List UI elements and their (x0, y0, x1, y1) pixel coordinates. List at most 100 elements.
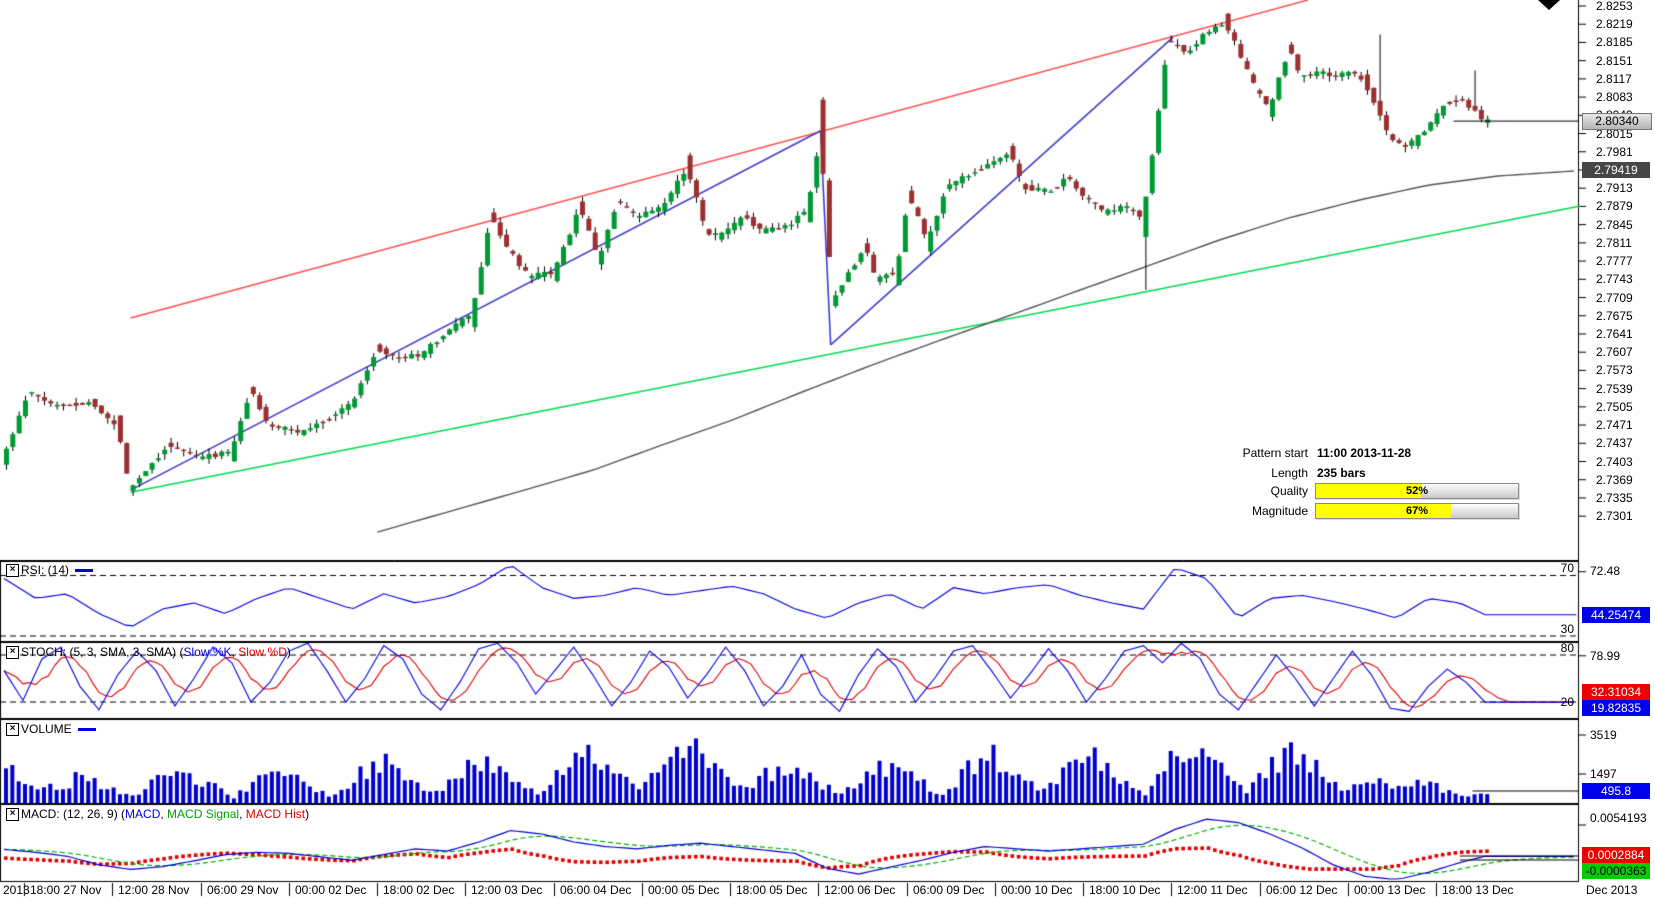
stoch-title-suffix: ) (286, 645, 291, 659)
time-axis-label: 18:00 27 Nov (30, 883, 102, 897)
pattern-magnitude-label: Magnitude (1251, 504, 1308, 518)
price-axis-tick: 2.7369 (1596, 472, 1633, 487)
pattern-end-arrow-icon (1538, 0, 1560, 10)
time-axis-label: 18:00 10 Dec (1089, 883, 1161, 897)
macd-title-prefix: MACD: (12, 26, 9) ( (21, 807, 126, 821)
volume-title-text: VOLUME (21, 722, 72, 736)
price-axis-tick: 2.7437 (1596, 436, 1633, 451)
price-axis-tick: 2.7335 (1596, 490, 1633, 505)
stoch-level-80: 80 (1560, 641, 1574, 655)
stoch-title: STOCH: (5, 3, SMA, 3, SMA) (Slow %K, Slo… (21, 645, 291, 659)
time-axis-label: 00:00 02 Dec (295, 883, 367, 897)
magnitude-meter-fill (1316, 504, 1452, 518)
price-axis-tick: 2.7743 (1596, 272, 1633, 287)
rsi-level-70: 70 (1560, 561, 1574, 575)
quality-meter: 52% (1315, 483, 1519, 499)
rsi-legend-dash-icon (75, 569, 94, 573)
price-axis-tick: 2.7641 (1596, 326, 1633, 341)
price-axis-tick: 2.8151 (1596, 53, 1633, 68)
volume-value-badge: 495.8 (1582, 783, 1650, 799)
pattern-length-value: 235 bars (1317, 466, 1366, 480)
price-axis-tick: 2.8253 (1596, 0, 1633, 13)
macd-close-icon[interactable]: × (6, 808, 19, 821)
macd-hist-badge: 0.0002884 (1582, 847, 1650, 863)
volume-axis-tick-2: 1497 (1590, 767, 1617, 781)
macd-line-label: MACD (125, 807, 161, 821)
stoch-axis-tick: 78.99 (1590, 649, 1621, 663)
macd-hist-label: MACD Hist (245, 807, 306, 821)
price-axis-tick: 2.7709 (1596, 290, 1633, 305)
pattern-start-value: 11:00 2013-11-28 (1317, 446, 1412, 460)
price-axis-tick: 2.7811 (1596, 235, 1632, 250)
last-price-badge: 2.80340 (1582, 113, 1652, 130)
time-axis-label: Dec 2013 (1586, 883, 1638, 897)
macd-axis-tick: 0.0054193 (1590, 811, 1647, 825)
price-axis-tick: 2.7607 (1596, 345, 1633, 360)
price-axis-tick: 2.8117 (1596, 71, 1632, 86)
macd-title-suffix: ) (305, 807, 310, 821)
volume-legend-dash-icon (77, 728, 96, 732)
time-axis-label: 18:00 05 Dec (736, 883, 808, 897)
price-axis-tick: 2.7403 (1596, 454, 1633, 469)
volume-close-icon[interactable]: × (6, 723, 19, 736)
macd-sep2: , (239, 807, 246, 821)
time-axis-label: 18:00 02 Dec (383, 883, 455, 897)
stoch-k-label: Slow %K (183, 645, 232, 659)
pattern-length-label: Length (1271, 466, 1308, 480)
price-axis-tick: 2.8185 (1596, 35, 1633, 50)
stoch-separator: , (231, 645, 239, 659)
time-axis-label: 00:00 13 Dec (1354, 883, 1426, 897)
volume-title: VOLUME (21, 722, 96, 736)
rsi-value-badge: 44.25474 (1582, 607, 1650, 623)
price-axis-tick: 2.7913 (1596, 181, 1633, 196)
magnitude-meter: 67% (1315, 503, 1519, 519)
macd-signal-badge: -0.0000363 (1582, 863, 1650, 879)
volume-axis-tick-1: 3519 (1590, 728, 1617, 742)
magnitude-meter-text: 67% (1405, 505, 1429, 517)
macd-sep1: , (160, 807, 168, 821)
quality-meter-text: 52% (1405, 485, 1429, 497)
stoch-level-20: 20 (1560, 695, 1574, 709)
rsi-close-icon[interactable]: × (6, 564, 19, 577)
price-axis-tick: 2.7471 (1596, 418, 1633, 433)
time-axis-label: 06:00 12 Dec (1266, 883, 1338, 897)
pattern-quality-label: Quality (1270, 484, 1308, 498)
time-axis-label: 06:00 04 Dec (560, 883, 632, 897)
price-axis-tick: 2.7777 (1596, 254, 1633, 269)
rsi-title-text: RSI: (14) (21, 563, 70, 577)
time-axis-label: 18:00 13 Dec (1442, 883, 1514, 897)
stoch-d-badge: 32.31034 (1582, 684, 1650, 700)
stoch-close-icon[interactable]: × (6, 646, 19, 659)
pattern-start-label: Pattern start (1242, 446, 1308, 460)
rsi-level-30: 30 (1560, 622, 1574, 636)
stoch-d-label: Slow %D (238, 645, 287, 659)
stoch-title-prefix: STOCH: (5, 3, SMA, 3, SMA) ( (21, 645, 184, 659)
macd-signal-label: MACD Signal (167, 807, 240, 821)
price-axis-tick: 2.7845 (1596, 217, 1633, 232)
time-axis-label: 00:00 05 Dec (648, 883, 720, 897)
price-axis-tick: 2.7505 (1596, 399, 1633, 414)
stoch-k-badge: 19.82835 (1582, 700, 1650, 716)
time-axis-label: 06:00 09 Dec (913, 883, 985, 897)
time-axis-label: 2013 (3, 883, 30, 897)
price-axis-tick: 2.7301 (1596, 509, 1633, 524)
price-axis-tick: 2.7879 (1596, 199, 1633, 214)
price-axis-tick: 2.8083 (1596, 90, 1633, 105)
quality-meter-fill (1316, 484, 1422, 498)
time-axis-label: 12:00 06 Dec (824, 883, 896, 897)
time-axis-label: 00:00 10 Dec (1001, 883, 1073, 897)
macd-title: MACD: (12, 26, 9) (MACD, MACD Signal, MA… (21, 807, 309, 821)
price-axis-tick: 2.7573 (1596, 363, 1633, 378)
price-axis-tick: 2.8015 (1596, 126, 1633, 141)
price-axis-tick: 2.7539 (1596, 381, 1633, 396)
moving-average-badge: 2.79419 (1582, 162, 1650, 178)
time-axis-label: 12:00 03 Dec (471, 883, 543, 897)
time-axis-label: 06:00 29 Nov (207, 883, 279, 897)
time-axis-label: 12:00 28 Nov (118, 883, 190, 897)
rsi-axis-tick: 72.48 (1590, 564, 1621, 578)
price-axis-tick: 2.8219 (1596, 17, 1633, 32)
rsi-title: RSI: (14) (21, 563, 94, 577)
time-axis-label: 12:00 11 Dec (1177, 883, 1248, 897)
